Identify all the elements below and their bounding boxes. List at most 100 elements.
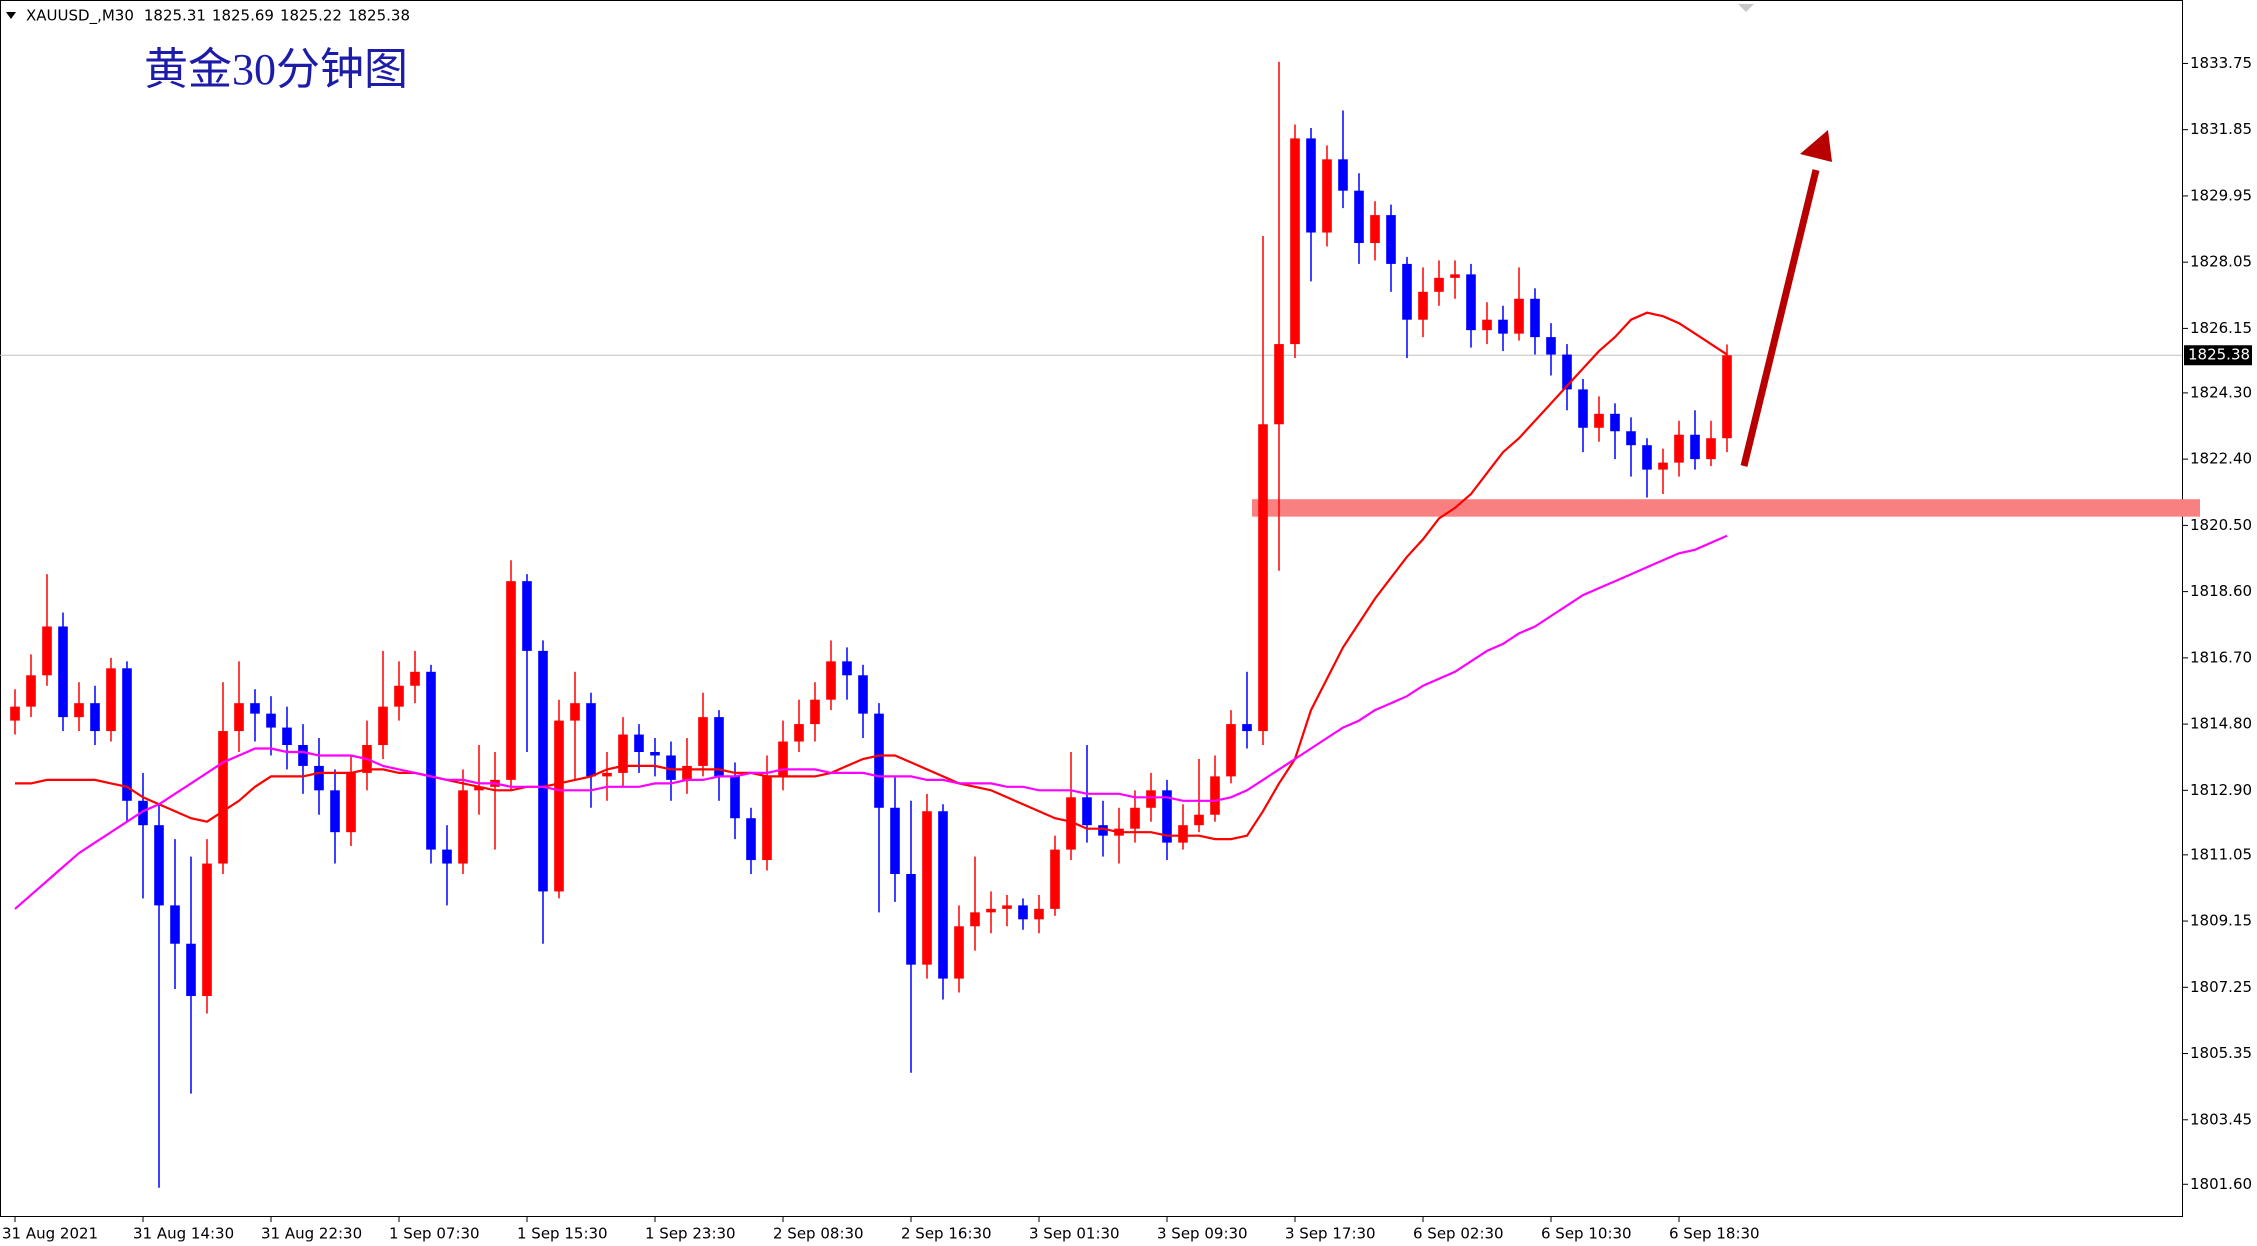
candle-body [1594, 413, 1604, 428]
candle-body [442, 849, 452, 864]
candle-body [1226, 724, 1236, 777]
candle-body [1418, 291, 1428, 320]
y-tick-label: 1824.30 [2190, 383, 2252, 401]
y-tick-label: 1812.90 [2190, 781, 2252, 799]
candle-body [1146, 790, 1156, 808]
x-tick-label: 6 Sep 10:30 [1541, 1225, 1632, 1243]
candle-body [762, 776, 772, 861]
candle-body [1722, 355, 1732, 439]
candle-body [1642, 445, 1652, 470]
symbol: XAUUSD_,M30 [26, 7, 134, 26]
candle-body [1610, 413, 1620, 432]
candle-body [1690, 434, 1700, 460]
candle-body [426, 671, 436, 850]
candle-body [1658, 462, 1668, 470]
candle-body [1338, 159, 1348, 191]
candle-body [890, 807, 900, 874]
candle-body [1130, 807, 1140, 829]
price-label: 1825.38 [2188, 346, 2250, 364]
candle-body [506, 581, 516, 780]
candle-body [778, 741, 788, 777]
trend-arrow [1740, 169, 1820, 467]
candle-body [538, 650, 548, 892]
candle-body [1178, 825, 1188, 843]
candle-body [586, 703, 596, 777]
candle-body [202, 863, 212, 997]
candle-body [650, 751, 660, 756]
candle-body [1530, 298, 1540, 338]
candle-body [554, 720, 564, 892]
y-tick-label: 1818.60 [2190, 582, 2252, 600]
candle-body [330, 790, 340, 833]
candle-body [1370, 215, 1380, 243]
candle-body [1194, 814, 1204, 826]
candle-body [122, 668, 132, 801]
chart-title: 黄金30分钟图 [144, 45, 408, 94]
candle-body [730, 776, 740, 819]
y-tick-label: 1805.35 [2190, 1044, 2252, 1062]
candle-body [58, 626, 68, 718]
x-tick-label: 3 Sep 09:30 [1157, 1225, 1248, 1243]
candle-body [1562, 354, 1572, 390]
candle-body [1546, 337, 1556, 355]
y-tick-label: 1831.85 [2190, 120, 2252, 138]
y-tick-label: 1826.15 [2190, 319, 2252, 337]
trend-arrow-head [1800, 130, 1832, 162]
candle-body [698, 717, 708, 766]
candle-body [154, 825, 164, 906]
candle-body [826, 661, 836, 700]
candle-body [938, 811, 948, 979]
moving-average [15, 311, 1728, 841]
y-tick-label: 1816.70 [2190, 648, 2252, 666]
y-tick-label: 1807.25 [2190, 978, 2252, 996]
x-tick-label: 2 Sep 16:30 [901, 1225, 992, 1243]
quote-value: 1825.38 [348, 7, 410, 25]
candle-body [1386, 215, 1396, 264]
x-tick-label: 31 Aug 22:30 [261, 1225, 362, 1243]
candle-body [394, 685, 404, 707]
candle-body [522, 581, 532, 651]
candle-body [42, 626, 52, 676]
candle-body [458, 790, 468, 864]
y-tick-label: 1809.15 [2190, 912, 2252, 930]
candle-body [1162, 790, 1172, 843]
quote-value: 1825.22 [280, 7, 342, 25]
candle-body [954, 926, 964, 979]
x-tick-label: 1 Sep 23:30 [645, 1225, 736, 1243]
candle-body [26, 675, 36, 707]
candle-body [474, 786, 484, 791]
y-tick-label: 1828.05 [2190, 253, 2252, 271]
candle-body [874, 713, 884, 808]
price-label-box [2184, 345, 2252, 366]
candle-body [1578, 389, 1588, 428]
candle-body [282, 727, 292, 746]
candle-body [1322, 159, 1332, 233]
candle-body [186, 943, 196, 997]
candle-body [346, 772, 356, 833]
scroll-marker [1738, 4, 1754, 12]
y-tick-label: 1833.75 [2190, 54, 2252, 72]
candle-body [1466, 274, 1476, 331]
quote-value: 1825.31 [144, 7, 206, 25]
candle-body [1706, 438, 1716, 460]
candle-body [1626, 431, 1636, 446]
y-tick-label: 1801.60 [2190, 1175, 2252, 1193]
candle-body [1210, 776, 1220, 815]
candle-body [1098, 825, 1108, 836]
y-tick-label: 1822.40 [2190, 450, 2252, 468]
symbol-marker [6, 12, 16, 19]
candle-body [1066, 797, 1076, 850]
y-tick-label: 1803.45 [2190, 1110, 2252, 1128]
candle-body [250, 703, 260, 714]
y-tick-label: 1811.05 [2190, 845, 2252, 863]
candle-body [74, 703, 84, 718]
candle-body [1402, 263, 1412, 320]
x-tick-label: 2 Sep 08:30 [773, 1225, 864, 1243]
x-tick-label: 3 Sep 01:30 [1029, 1225, 1120, 1243]
x-tick-label: 1 Sep 15:30 [517, 1225, 608, 1243]
x-tick-label: 6 Sep 18:30 [1669, 1225, 1760, 1243]
candle-body [810, 699, 820, 725]
candle-body [666, 755, 676, 780]
candle-body [410, 671, 420, 686]
candle-body [1050, 849, 1060, 909]
